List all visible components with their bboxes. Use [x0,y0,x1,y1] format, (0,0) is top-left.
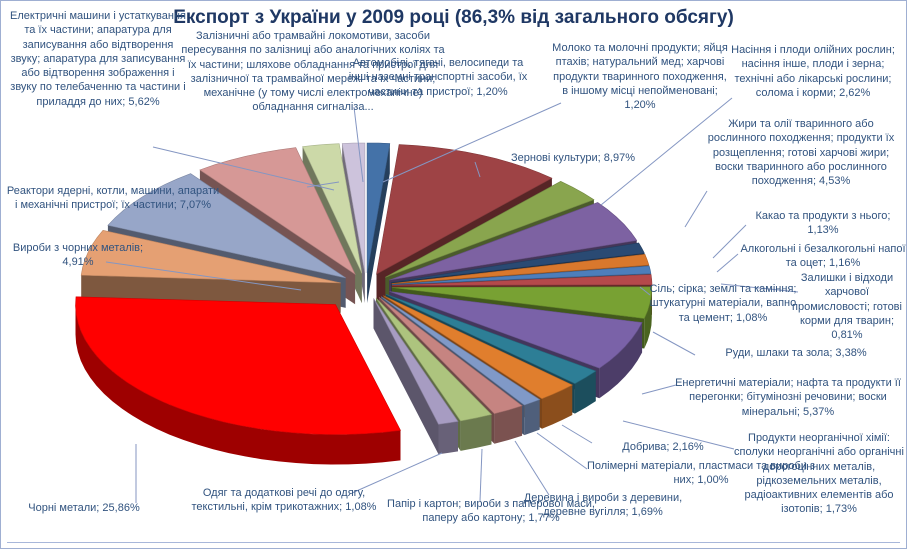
pie-slice-16[interactable] [75,296,401,435]
leader-line-3 [684,190,708,228]
pie-slice-12[interactable] [380,296,541,406]
pie-slice-9[interactable] [389,291,643,369]
leader-line-7 [639,286,651,296]
pie-slice-rim-wall [494,405,523,444]
leader-line-10 [622,420,735,450]
pie-slice-20[interactable] [302,143,363,274]
pie-slice-rim-wall [460,414,492,451]
pie-slice-rim-wall [644,287,652,349]
pie-slice-rim-wall [438,421,458,455]
pie-slice-rim-wall [75,304,401,465]
leader-lines-layer [105,97,799,503]
leader-line-19 [152,146,335,191]
pie-slice-8[interactable] [391,286,653,319]
leader-line-1 [474,161,481,178]
leader-line-0 [382,102,562,183]
leader-line-2 [600,97,733,206]
pie-slice-11[interactable] [383,295,573,400]
chart-title: Експорт з України у 2009 році (86,3% від… [173,7,734,28]
pie-slice-7[interactable] [391,274,653,286]
pie-slice-14[interactable] [375,297,493,422]
pie-slice-rim-wall [599,322,643,399]
pie-slice-19[interactable] [199,147,356,276]
leader-line-21 [353,106,364,183]
pie-slice-3[interactable] [388,202,638,281]
leader-line-9 [641,384,677,395]
leader-line-17 [105,261,302,291]
leader-line-6 [720,283,799,293]
pie-slice-side-wall [373,298,439,455]
leader-line-11 [561,424,593,444]
leader-line-5 [716,253,739,273]
pie-slice-rim-wall [574,371,596,414]
pie-slice-10[interactable] [385,294,597,384]
pie-slice-4[interactable] [391,242,645,283]
plot-area-bottom-border [7,542,900,543]
pie-walls-layer [75,142,653,465]
pie-slice-18[interactable] [107,173,346,279]
leader-line-4 [712,224,747,259]
pie-slice-21[interactable] [341,142,366,274]
leader-line-8 [652,331,696,356]
leader-line-15 [351,452,443,494]
pie-slice-rim-wall [524,399,540,436]
pie-slice-0[interactable] [366,142,391,274]
pie-slice-side-wall [367,143,390,303]
pie-slice-2[interactable] [385,180,595,278]
pie-slice-15[interactable] [373,298,459,425]
leader-line-12 [536,432,588,470]
pie-slice-5[interactable] [391,253,650,284]
leader-line-20 [306,181,340,188]
pie-slice-17[interactable] [80,229,341,284]
pie-slice-1[interactable] [376,144,553,275]
pie-slice-13[interactable] [378,297,523,415]
pie-slice-6[interactable] [391,265,652,285]
leader-line-14 [479,448,483,502]
leader-line-13 [514,440,550,496]
